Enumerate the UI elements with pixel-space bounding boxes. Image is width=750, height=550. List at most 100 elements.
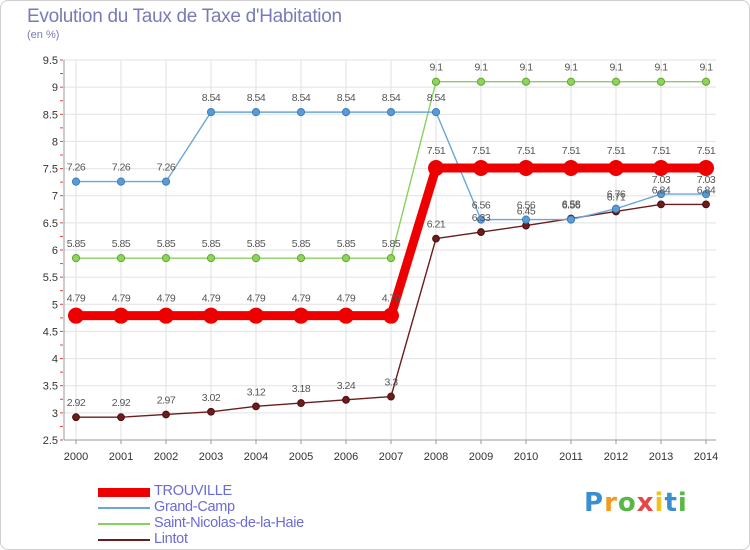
data-label: 5.85 xyxy=(157,238,176,250)
data-label: 9.1 xyxy=(699,62,713,74)
data-point xyxy=(702,200,710,209)
data-label: 8.54 xyxy=(202,92,221,104)
data-point xyxy=(252,402,260,411)
data-label: 6.56 xyxy=(517,200,536,212)
data-point xyxy=(656,77,666,86)
logo-letter: r xyxy=(604,488,618,518)
data-point xyxy=(563,160,579,177)
y-tick-label: 7 xyxy=(52,191,58,203)
data-point xyxy=(428,160,444,177)
x-tick-label: 2003 xyxy=(199,451,223,463)
data-point xyxy=(161,177,171,186)
data-label: 6.76 xyxy=(607,189,626,201)
data-label: 3.12 xyxy=(247,386,266,398)
data-label: 6.71 xyxy=(607,191,626,203)
data-point xyxy=(432,234,440,243)
data-label: 9.1 xyxy=(474,62,488,74)
data-point xyxy=(698,160,714,177)
data-label: 4.79 xyxy=(382,293,401,305)
data-label: 2.92 xyxy=(67,397,86,409)
logo-letter: o xyxy=(617,488,637,518)
data-label: 5.85 xyxy=(202,238,221,250)
data-point xyxy=(71,254,81,263)
logo-letter: P xyxy=(584,488,605,518)
data-label: 7.51 xyxy=(607,145,626,157)
data-label: 6.21 xyxy=(427,219,446,231)
data-point xyxy=(386,108,396,117)
data-point xyxy=(566,215,576,224)
data-label: 8.54 xyxy=(382,92,401,104)
data-point xyxy=(296,108,306,117)
data-label: 9.1 xyxy=(429,62,443,74)
data-label: 6.33 xyxy=(472,212,491,224)
legend-label: Lintot xyxy=(154,531,188,547)
data-point xyxy=(116,177,126,186)
legend-item-trouville: TROUVILLE xyxy=(98,483,398,500)
data-point xyxy=(611,77,621,86)
data-point xyxy=(297,399,305,407)
x-tick-label: 2001 xyxy=(109,451,133,463)
data-point xyxy=(473,160,489,177)
series-grand-camp xyxy=(71,108,711,224)
x-tick-label: 2012 xyxy=(604,451,628,463)
logo-letter: i xyxy=(677,488,688,518)
data-label: 5.85 xyxy=(337,238,356,250)
y-tick-label: 3.5 xyxy=(43,381,58,393)
proxiti-logo: Proxiti xyxy=(584,488,688,518)
chart-subtitle: (en %) xyxy=(27,29,60,41)
y-tick-label: 7.5 xyxy=(43,164,58,176)
data-point xyxy=(566,77,576,86)
data-point xyxy=(251,254,261,263)
data-label: 7.03 xyxy=(697,174,716,186)
data-label: 4.79 xyxy=(202,293,221,305)
data-label: 4.79 xyxy=(157,293,176,305)
legend-swatch xyxy=(98,507,150,509)
data-point xyxy=(206,108,216,117)
legend-label: Saint-Nicolas-de-la-Haie xyxy=(154,515,304,531)
x-tick-label: 2007 xyxy=(379,451,403,463)
data-point xyxy=(657,200,665,209)
y-tick-label: 9.5 xyxy=(43,55,58,67)
data-point xyxy=(383,307,399,324)
y-tick-label: 8 xyxy=(52,136,58,148)
x-tick-label: 2005 xyxy=(289,451,313,463)
data-point xyxy=(161,254,171,263)
data-point xyxy=(476,215,486,224)
y-tick-label: 3 xyxy=(52,408,58,420)
data-point xyxy=(341,108,351,117)
data-point xyxy=(71,177,81,186)
x-tick-label: 2009 xyxy=(469,451,493,463)
data-label: 4.79 xyxy=(337,293,356,305)
legend-item-saint-nicolas-de-la-haie: Saint-Nicolas-de-la-Haie xyxy=(98,515,398,532)
x-tick-label: 2008 xyxy=(424,451,448,463)
series-saint-nicolas-de-la-haie xyxy=(71,77,711,263)
data-point xyxy=(116,254,126,263)
data-label: 3.18 xyxy=(292,383,311,395)
data-point xyxy=(248,307,264,324)
data-point xyxy=(342,395,350,404)
y-tick-label: 8.5 xyxy=(43,109,58,121)
logo-letter: x xyxy=(636,488,655,518)
data-label: 7.51 xyxy=(517,145,536,157)
data-label: 8.54 xyxy=(247,92,266,104)
data-point xyxy=(117,413,125,422)
data-point xyxy=(701,189,711,199)
data-label: 3.02 xyxy=(202,392,221,404)
data-label: 7.51 xyxy=(472,145,491,157)
data-point xyxy=(206,254,216,263)
data-label: 7.51 xyxy=(562,145,581,157)
y-tick-label: 6.5 xyxy=(43,218,58,230)
data-point xyxy=(521,77,531,86)
data-point xyxy=(296,254,306,263)
data-point xyxy=(608,160,624,177)
y-tick-label: 6 xyxy=(52,245,58,257)
data-label: 6.56 xyxy=(562,200,581,212)
y-tick-label: 5.5 xyxy=(43,272,58,284)
data-point xyxy=(158,307,174,324)
chart-title: Evolution du Taux de Taxe d'Habitation xyxy=(27,6,342,27)
line-chart: 2.5 3 3.5 4 4.5 5 5.5 6 6.5 7 7.5 8 8.5 9 9.5 2000 2001 2… xyxy=(43,55,719,463)
data-label: 3.24 xyxy=(337,380,356,392)
data-label: 7.26 xyxy=(112,162,131,174)
data-label: 7.51 xyxy=(427,145,446,157)
